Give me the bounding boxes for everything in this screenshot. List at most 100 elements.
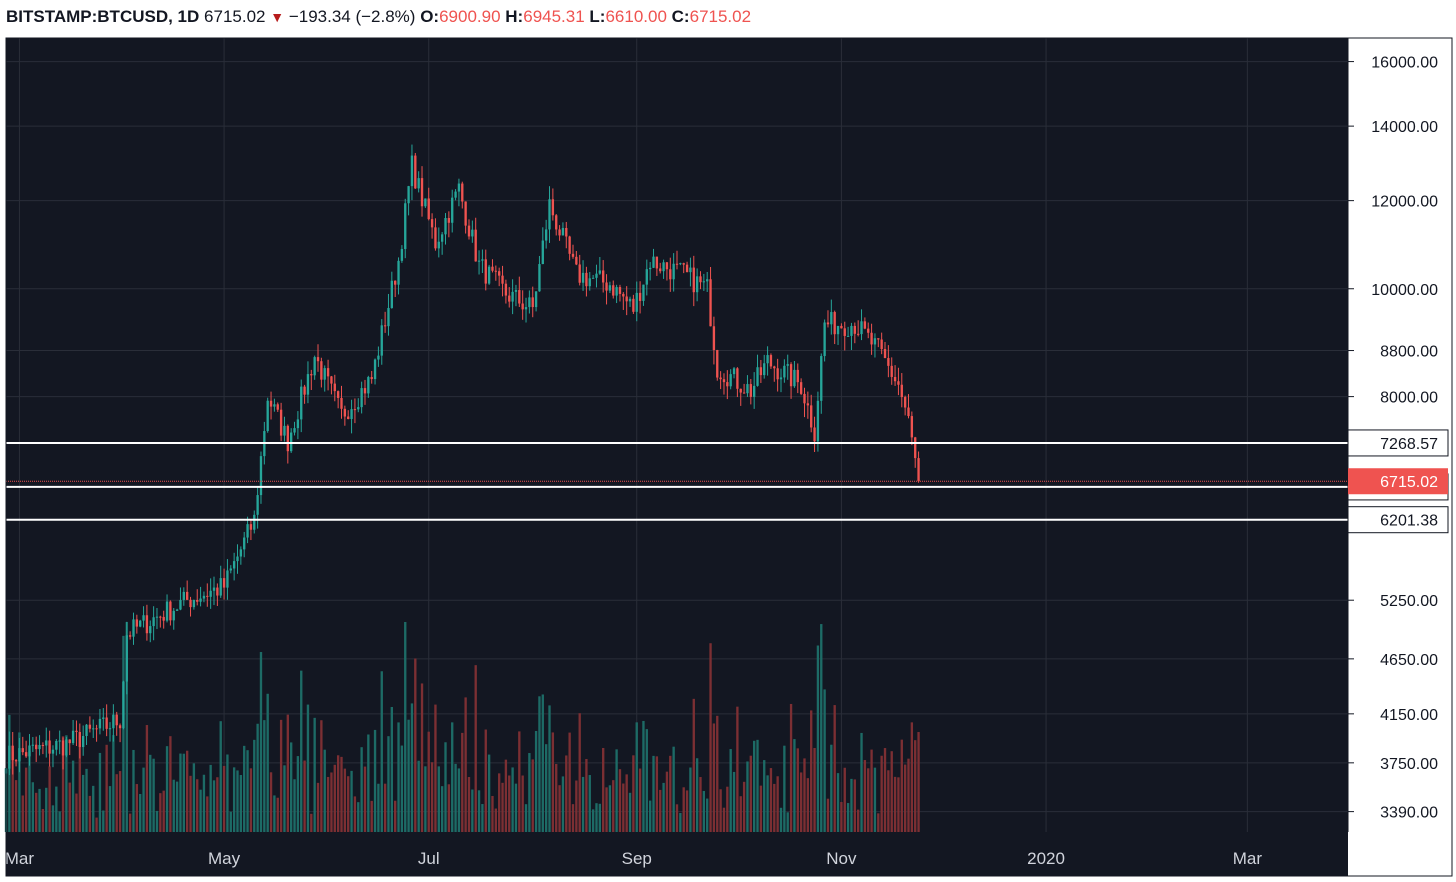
candle <box>128 635 132 637</box>
candle <box>155 616 159 618</box>
volume-bar <box>914 740 917 832</box>
volume-bar <box>383 783 387 832</box>
candle <box>118 725 122 729</box>
plot-area <box>6 38 1348 832</box>
candle <box>511 291 514 302</box>
volume-bar <box>622 783 625 832</box>
candle <box>632 298 635 312</box>
volume-bar <box>179 753 182 832</box>
volume-bar <box>11 751 14 832</box>
volume-bar <box>769 768 773 832</box>
volume-bar <box>293 779 296 832</box>
volume-bar <box>430 762 434 832</box>
level-price-tag <box>1347 506 1449 534</box>
close-value: 6715.02 <box>689 7 752 26</box>
volume-bar <box>35 792 38 832</box>
volume-bar <box>333 764 336 832</box>
candle <box>826 322 830 325</box>
volume-bar <box>320 720 323 832</box>
volume-bar <box>387 736 390 832</box>
y-tick-label: 4650.00 <box>1380 652 1438 669</box>
volume-bar <box>491 795 494 832</box>
candle <box>625 296 628 302</box>
volume-bar <box>910 722 914 832</box>
candle <box>316 357 320 362</box>
volume-bar <box>836 773 840 832</box>
volume-bar <box>672 746 675 832</box>
candle <box>659 268 662 272</box>
candle <box>602 270 605 283</box>
candle <box>400 249 404 261</box>
volume-bar <box>632 755 635 832</box>
volume-bar <box>524 804 528 832</box>
candle <box>380 325 383 356</box>
volume-bar <box>665 771 669 832</box>
candle <box>236 556 239 562</box>
candle <box>370 377 373 380</box>
candle <box>182 591 185 600</box>
candle <box>397 260 400 285</box>
volume-bar <box>578 713 581 832</box>
candle <box>541 240 544 265</box>
volume-bar <box>612 780 615 832</box>
candle <box>81 736 85 748</box>
candle <box>709 279 712 327</box>
volume-bar <box>856 809 860 832</box>
candle <box>722 379 726 383</box>
y-tick-label: 10000.00 <box>1371 282 1438 299</box>
candle <box>652 256 655 268</box>
candle <box>853 325 856 334</box>
candle <box>434 227 437 249</box>
volume-bar <box>75 793 78 832</box>
high-label: H: <box>505 7 524 26</box>
candle <box>340 397 343 409</box>
candle <box>766 355 769 364</box>
volume-bar <box>434 704 437 832</box>
volume-bar <box>65 735 68 832</box>
volume-bar <box>427 731 430 832</box>
candle <box>199 598 202 602</box>
volume-bar <box>816 645 820 832</box>
candle <box>605 282 608 291</box>
volume-bar <box>269 772 273 832</box>
candle <box>867 328 870 333</box>
candle <box>498 271 501 276</box>
level-price-label: 6201.38 <box>1380 513 1438 530</box>
volume-bar <box>447 784 451 832</box>
volume-bar <box>286 714 289 832</box>
volume-bar <box>71 760 75 832</box>
candle <box>108 728 112 730</box>
volume-bar <box>645 729 648 832</box>
candle <box>752 385 756 397</box>
candle <box>390 280 393 308</box>
volume-bar <box>739 796 742 832</box>
candle <box>256 495 259 515</box>
volume-bar <box>92 785 95 832</box>
candle <box>363 388 367 394</box>
volume-bar <box>763 760 766 832</box>
volume-bar <box>135 784 139 832</box>
candle <box>528 297 531 308</box>
volume-bar <box>145 725 149 832</box>
last-price-tag <box>1348 468 1448 495</box>
volume-bar <box>571 804 575 832</box>
volume-bar <box>588 775 591 832</box>
volume-bar <box>679 812 682 832</box>
volume-bar <box>900 739 903 832</box>
candle <box>222 578 226 588</box>
candle <box>803 393 806 404</box>
y-tick-label: 14000.00 <box>1371 119 1438 136</box>
volume-bar <box>229 811 232 832</box>
candle <box>88 724 92 729</box>
volume-bar <box>219 721 222 832</box>
candle <box>35 744 38 750</box>
candle <box>290 432 293 452</box>
volume-bar <box>290 742 293 832</box>
volume-bar <box>296 756 300 832</box>
volume-bar <box>246 750 249 832</box>
candle <box>65 739 68 756</box>
volume-bar <box>820 624 823 832</box>
candle <box>585 272 588 287</box>
volume-bar <box>162 790 165 832</box>
